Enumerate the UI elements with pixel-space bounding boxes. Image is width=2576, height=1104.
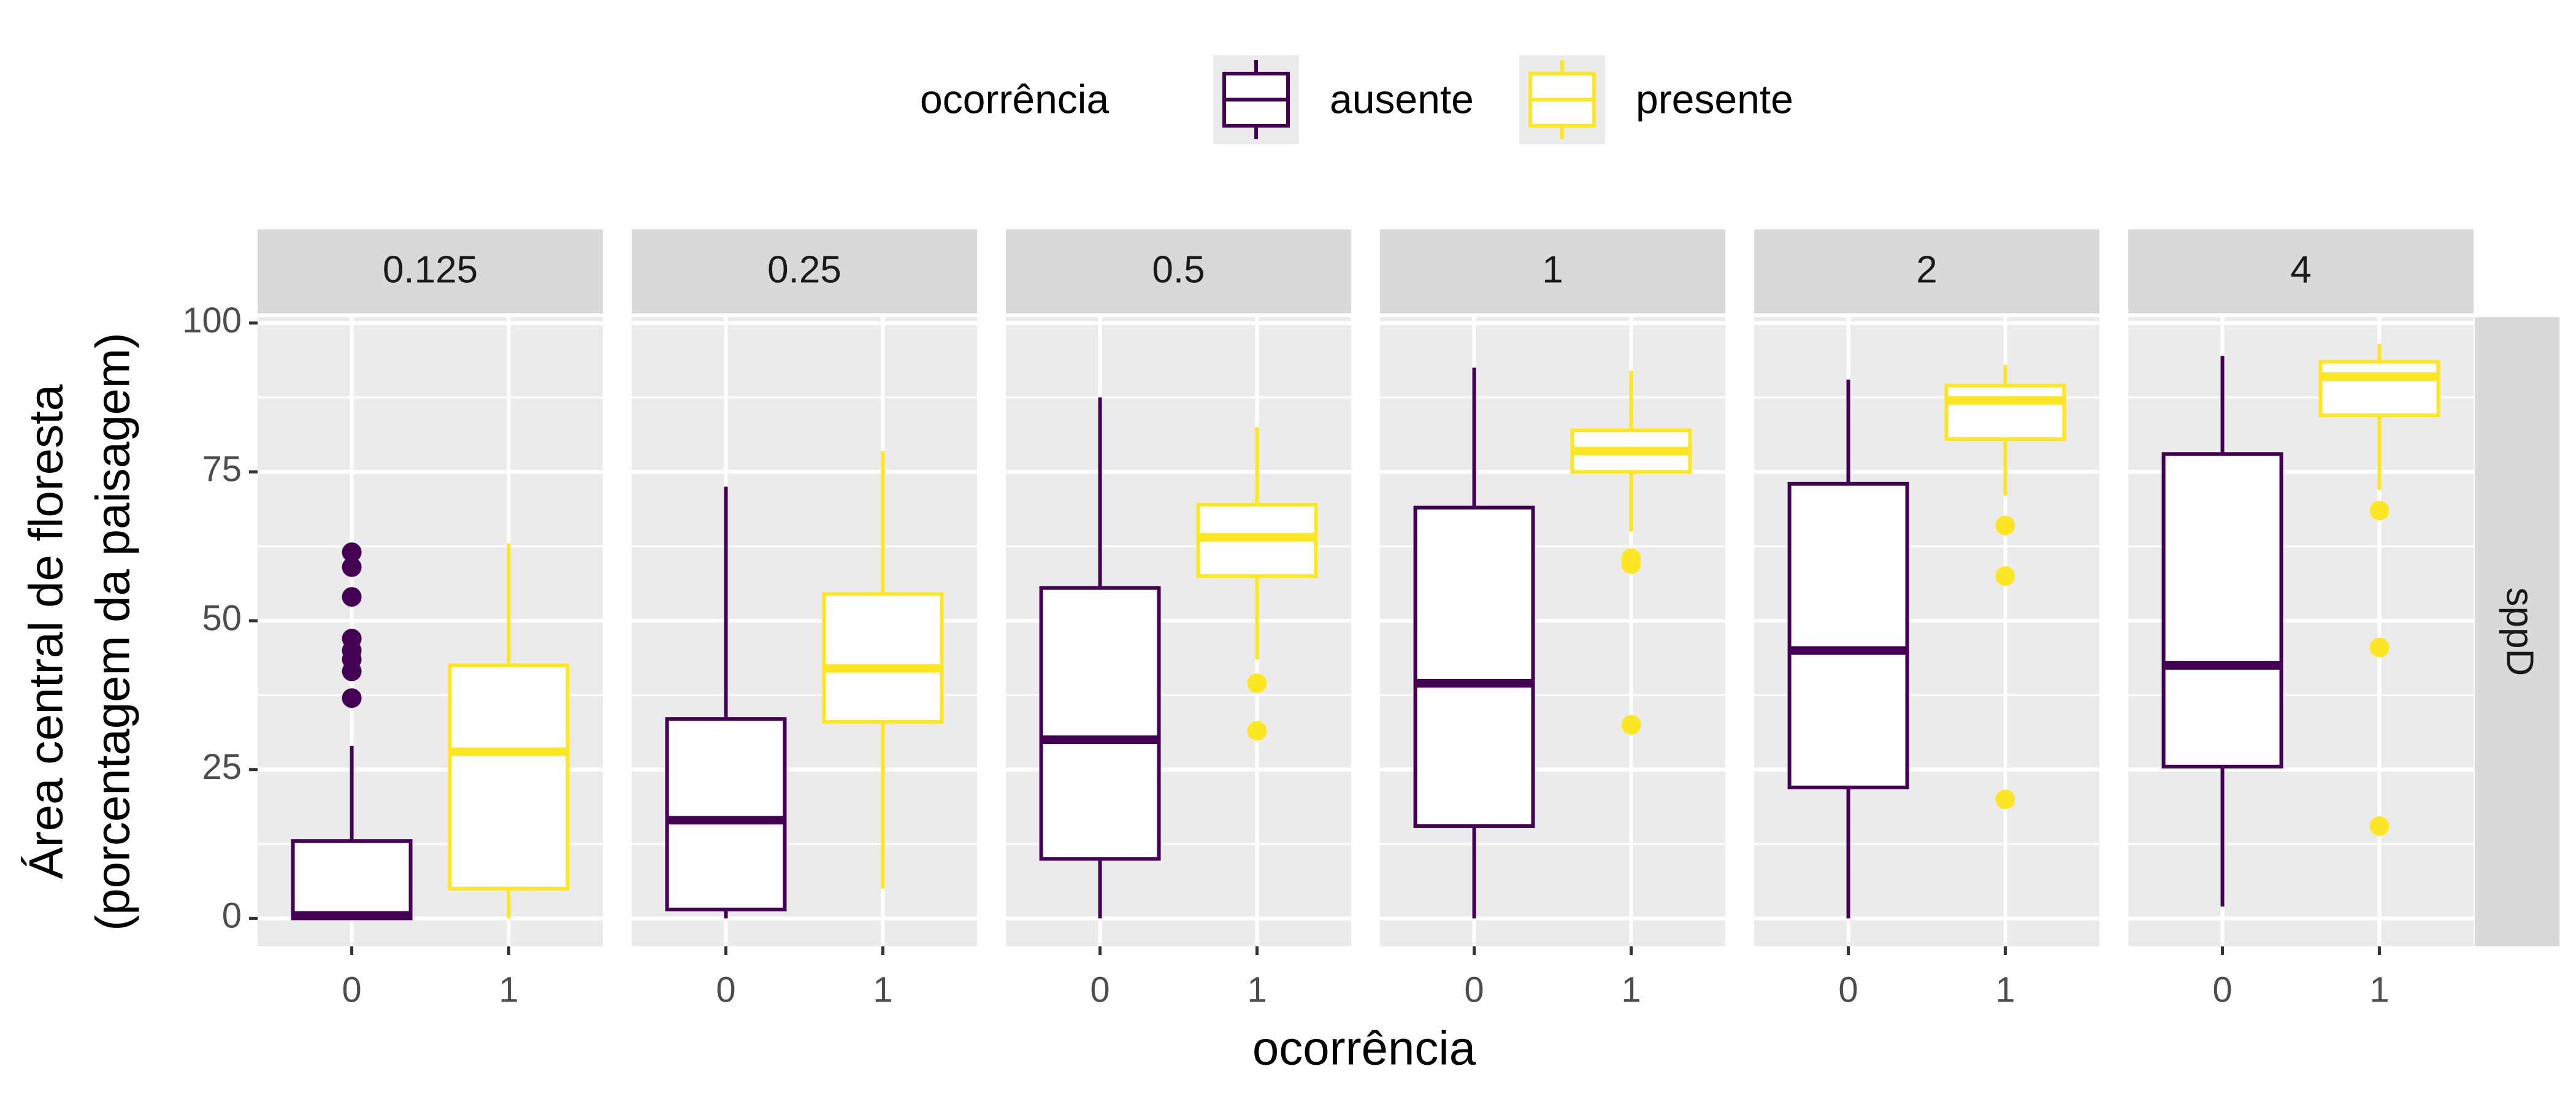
facet-strip-label: 4: [2290, 248, 2311, 291]
x-tick-label: 1: [1995, 970, 2015, 1010]
outlier: [1621, 715, 1641, 735]
row-strip: [2475, 317, 2559, 946]
outlier: [342, 688, 362, 708]
outlier: [342, 661, 362, 681]
legend-label: ausente: [1330, 76, 1474, 121]
box: [1787, 481, 1909, 789]
y-tick-label: 50: [202, 598, 242, 638]
x-tick-label: 0: [1090, 970, 1110, 1010]
facet-strip: [632, 229, 977, 313]
box: [665, 717, 787, 911]
outlier: [1995, 789, 2015, 810]
row-strip-label: sppD: [2499, 588, 2541, 677]
y-tick-label: 75: [202, 450, 242, 489]
box: [1413, 505, 1535, 828]
x-tick-label: 1: [1621, 970, 1641, 1010]
facet-strip: [1754, 229, 2099, 313]
box: [2161, 452, 2283, 769]
outlier: [1247, 673, 1267, 693]
outlier: [2369, 637, 2390, 657]
legend-title: ocorrência: [920, 76, 1109, 121]
box: [2318, 359, 2440, 418]
y-tick-label: 0: [222, 896, 242, 936]
facet-strip: [258, 229, 603, 313]
box: [448, 663, 570, 891]
y-tick-label: 25: [202, 747, 242, 787]
x-tick-label: 0: [1464, 970, 1484, 1010]
x-axis-title: ocorrência: [1252, 1021, 1476, 1075]
outlier: [1247, 721, 1267, 741]
facet-strip-label: 0.5: [1152, 248, 1205, 291]
facet-strip-label: 0.125: [383, 248, 478, 291]
x-tick-label: 0: [342, 970, 361, 1010]
outlier: [1995, 566, 2015, 586]
x-tick-label: 1: [499, 970, 518, 1010]
x-tick-label: 0: [2212, 970, 2232, 1010]
legend-label: presente: [1636, 76, 1793, 121]
facet-strip-label: 2: [1916, 248, 1937, 291]
outlier: [342, 587, 362, 607]
x-tick-label: 0: [716, 970, 735, 1010]
facet-strip-label: 1: [1542, 248, 1563, 291]
box: [1944, 383, 2066, 441]
x-tick-label: 1: [1247, 970, 1267, 1010]
outlier: [1995, 515, 2015, 535]
facet-strip: [1006, 229, 1351, 313]
box: [1039, 586, 1161, 861]
x-tick-label: 1: [873, 970, 892, 1010]
box: [291, 839, 413, 921]
facet-strip: [2128, 229, 2474, 313]
facet-strip-label: 0.25: [767, 248, 841, 291]
outlier: [2369, 816, 2390, 836]
outlier: [1621, 554, 1641, 574]
x-tick-label: 1: [2369, 970, 2389, 1010]
y-axis-title: (porcentagem da paisagem): [86, 332, 140, 931]
facet-strip: [1380, 229, 1725, 313]
y-axis-title: Área central de floresta: [19, 384, 73, 879]
x-tick-label: 0: [1838, 970, 1858, 1010]
outlier: [342, 542, 362, 562]
outlier: [342, 557, 362, 577]
outlier: [2369, 500, 2390, 521]
box: [822, 592, 944, 724]
y-tick-label: 100: [182, 301, 242, 340]
